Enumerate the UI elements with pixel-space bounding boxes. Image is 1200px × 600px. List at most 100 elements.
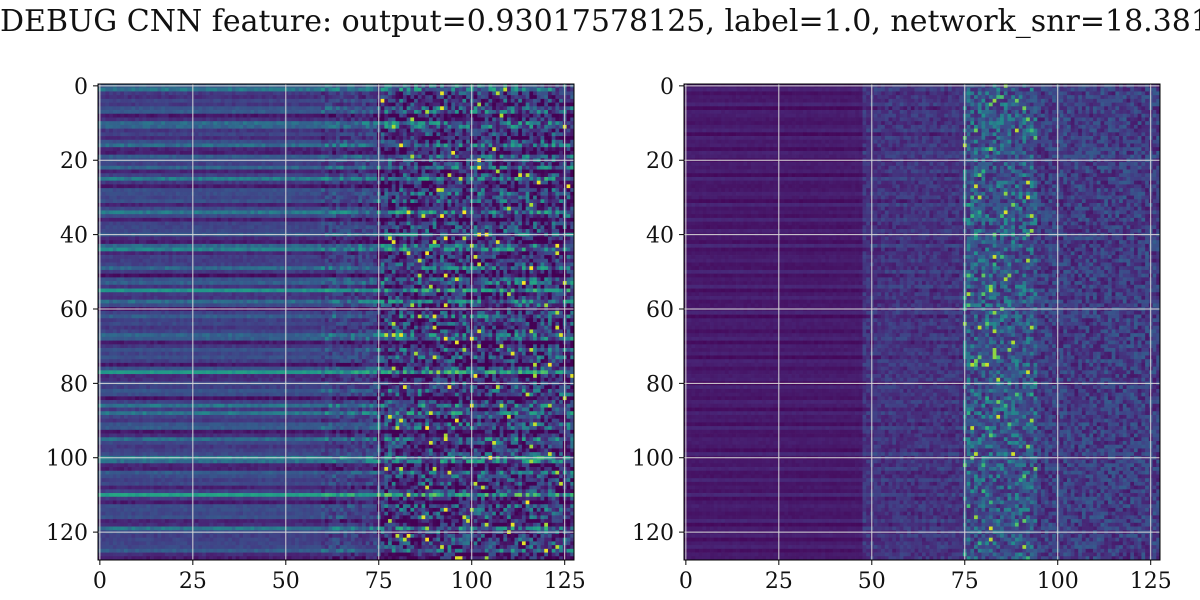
heatmap-cell	[328, 154, 333, 159]
heatmap-cell	[209, 221, 214, 226]
heatmap-cell	[362, 210, 367, 215]
heatmap-cell	[142, 117, 147, 122]
heatmap-cell	[551, 143, 556, 148]
heatmap-cell	[302, 206, 307, 211]
heatmap-cell	[533, 154, 538, 159]
heatmap-cell	[425, 162, 430, 167]
heatmap-cell	[421, 210, 426, 215]
heatmap-cell	[157, 91, 162, 96]
heatmap-cell	[350, 180, 355, 185]
heatmap-cell	[358, 124, 363, 129]
heatmap-cell	[161, 117, 166, 122]
heatmap-cell	[466, 91, 471, 96]
heatmap-cell	[179, 210, 184, 215]
heatmap-cell	[395, 124, 400, 129]
heatmap-cell	[425, 173, 430, 178]
heatmap-cell	[135, 184, 140, 189]
heatmap-cell	[157, 165, 162, 170]
heatmap-cell	[287, 147, 292, 152]
heatmap-cell	[250, 110, 255, 115]
heatmap-cell	[135, 87, 140, 92]
heatmap-cell	[362, 199, 367, 204]
heatmap-cell	[246, 184, 251, 189]
heatmap-cell	[332, 117, 337, 122]
heatmap-cell	[324, 214, 329, 219]
heatmap-cell	[250, 147, 255, 152]
heatmap-cell	[466, 217, 471, 222]
heatmap-cell	[246, 87, 251, 92]
heatmap-cell	[477, 154, 482, 159]
heatmap-cell	[295, 199, 300, 204]
heatmap-cell	[261, 203, 266, 208]
heatmap-cell	[187, 199, 192, 204]
heatmap-cell	[157, 180, 162, 185]
heatmap-cell	[510, 128, 515, 133]
heatmap-cell	[447, 124, 452, 129]
heatmap-cell	[354, 147, 359, 152]
heatmap-cell	[302, 188, 307, 193]
heatmap-cell	[179, 106, 184, 111]
heatmap-cell	[205, 143, 210, 148]
heatmap-cell	[231, 106, 236, 111]
heatmap-cell	[205, 132, 210, 137]
heatmap-cell	[101, 154, 106, 159]
heatmap-cell	[529, 87, 534, 92]
heatmap-cell	[127, 106, 132, 111]
heatmap-cell	[462, 199, 467, 204]
heatmap-cell	[187, 98, 192, 103]
heatmap-cell	[410, 106, 415, 111]
heatmap-cell	[243, 184, 248, 189]
heatmap-cell	[336, 143, 341, 148]
heatmap-cell	[410, 150, 415, 156]
heatmap-cell	[194, 117, 199, 122]
heatmap-cell	[321, 184, 326, 189]
heatmap-cell	[425, 188, 430, 193]
heatmap-cell	[451, 225, 456, 230]
heatmap-cell	[276, 128, 281, 133]
heatmap-cell	[540, 214, 545, 219]
heatmap-cell	[254, 217, 259, 222]
heatmap-cell	[514, 87, 519, 92]
heatmap-cell	[302, 121, 307, 126]
heatmap-cell	[525, 87, 530, 92]
heatmap-cell	[529, 162, 534, 167]
heatmap-cell	[555, 87, 560, 92]
heatmap-cell	[410, 132, 415, 137]
heatmap-cell	[339, 102, 344, 107]
heatmap-cell	[250, 106, 255, 111]
heatmap-cell	[261, 180, 266, 185]
heatmap-cell	[365, 173, 370, 178]
heatmap-cell	[202, 169, 207, 174]
heatmap-cell	[302, 162, 307, 167]
heatmap-cell	[261, 195, 266, 200]
heatmap-cell	[146, 113, 151, 118]
heatmap-cell	[306, 128, 311, 133]
heatmap-cell	[458, 143, 463, 148]
heatmap-cell	[321, 154, 326, 159]
heatmap-cell	[131, 210, 136, 215]
heatmap-cell	[373, 121, 378, 126]
heatmap-cell	[291, 91, 296, 96]
heatmap-cell	[391, 132, 396, 137]
heatmap-cell	[298, 184, 303, 189]
heatmap-cell	[127, 221, 132, 226]
heatmap-cell	[295, 91, 300, 96]
heatmap-cell	[466, 95, 471, 100]
heatmap-cell	[529, 169, 534, 174]
heatmap-cell	[365, 221, 370, 226]
heatmap-cell	[131, 154, 136, 159]
heatmap-cell	[124, 206, 129, 211]
heatmap-cell	[135, 150, 140, 156]
heatmap-cell	[481, 221, 486, 226]
heatmap-cell	[116, 128, 121, 133]
heatmap-cell	[295, 124, 300, 129]
heatmap-cell	[495, 165, 500, 170]
heatmap-cell	[146, 203, 151, 208]
heatmap-cell	[350, 199, 355, 204]
heatmap-cell	[332, 143, 337, 148]
heatmap-cell	[172, 106, 177, 111]
heatmap-cell	[462, 206, 467, 211]
heatmap-cell	[161, 128, 166, 133]
heatmap-cell	[127, 199, 132, 204]
heatmap-cell	[209, 132, 214, 137]
